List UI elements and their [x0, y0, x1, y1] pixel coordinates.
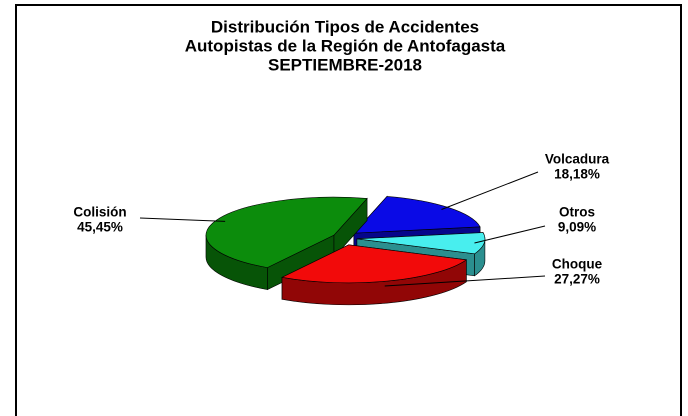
leader-line [384, 275, 546, 287]
slice-label: Colisión [73, 205, 126, 220]
chart-title: Distribución Tipos de Accidentes [211, 17, 479, 36]
slice-label: Choque [552, 257, 603, 272]
slice [281, 244, 468, 306]
leader-line [139, 217, 226, 222]
slice [205, 196, 368, 291]
slice-value-label: 9,09% [558, 220, 596, 235]
slice-top [205, 196, 368, 268]
slice-label: Volcadura [545, 152, 610, 167]
slice-top [353, 196, 481, 234]
slice-value-label: 27,27% [554, 272, 600, 287]
slice-label: Otros [559, 205, 595, 220]
leader-line [441, 171, 539, 210]
chart-title: Autopistas de la Región de Antofagasta [185, 36, 506, 55]
slice-value-label: 18,18% [554, 167, 600, 182]
slice-top [356, 232, 486, 255]
chart-title: SEPTIEMBRE-2018 [268, 55, 422, 74]
slice-top [281, 244, 468, 284]
leader-line [474, 225, 546, 244]
slice-value-label: 45,45% [77, 220, 123, 235]
